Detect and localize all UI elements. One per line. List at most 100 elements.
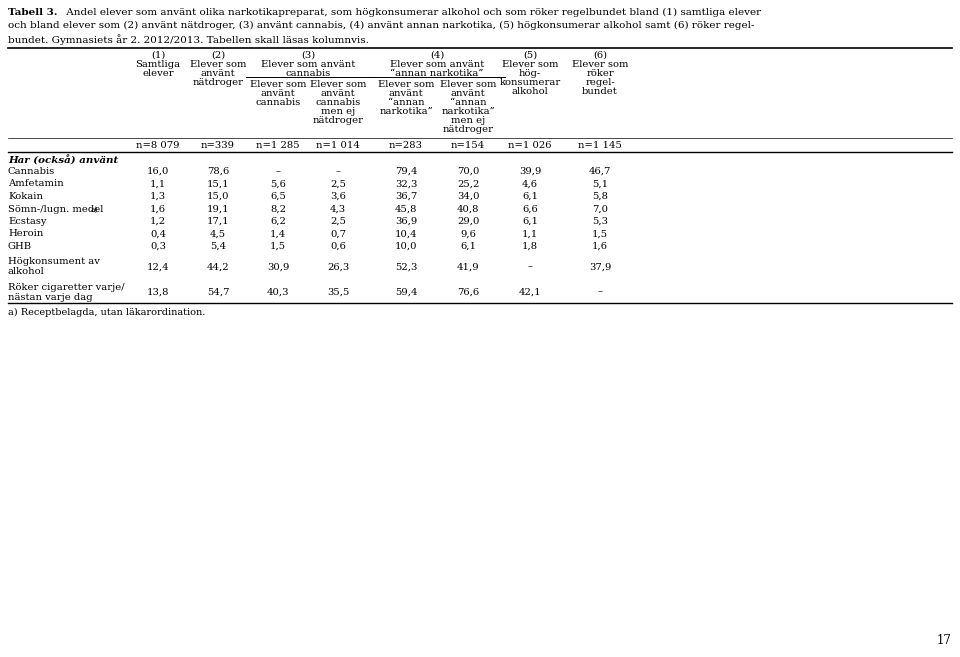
Text: 5,1: 5,1 [592, 179, 608, 189]
Text: Elever som: Elever som [440, 80, 496, 89]
Text: narkotika”: narkotika” [379, 107, 433, 116]
Text: n=1 145: n=1 145 [578, 141, 622, 150]
Text: 59,4: 59,4 [395, 288, 418, 296]
Text: 78,6: 78,6 [206, 167, 229, 176]
Text: Ecstasy: Ecstasy [8, 217, 46, 226]
Text: Elever som använt: Elever som använt [261, 60, 355, 69]
Text: elever: elever [142, 69, 174, 78]
Text: “annan: “annan [449, 98, 487, 107]
Text: 0,4: 0,4 [150, 229, 166, 238]
Text: Elever som: Elever som [310, 80, 367, 89]
Text: 29,0: 29,0 [457, 217, 479, 226]
Text: 34,0: 34,0 [457, 192, 479, 201]
Text: 1,6: 1,6 [592, 242, 608, 251]
Text: cannabis: cannabis [285, 69, 330, 78]
Text: 17: 17 [937, 634, 952, 647]
Text: nätdroger: nätdroger [193, 78, 244, 87]
Text: 39,9: 39,9 [518, 167, 541, 176]
Text: 52,3: 52,3 [395, 263, 418, 271]
Text: 5,3: 5,3 [592, 217, 608, 226]
Text: 10,4: 10,4 [395, 229, 418, 238]
Text: Cannabis: Cannabis [8, 167, 56, 176]
Text: Röker cigaretter varje/: Röker cigaretter varje/ [8, 283, 125, 292]
Text: använt: använt [389, 89, 423, 98]
Text: 5,6: 5,6 [270, 179, 286, 189]
Text: 6,1: 6,1 [460, 242, 476, 251]
Text: 12,4: 12,4 [147, 263, 169, 271]
Text: 9,6: 9,6 [460, 229, 476, 238]
Text: GHB: GHB [8, 242, 32, 251]
Text: 1,5: 1,5 [592, 229, 608, 238]
Text: bundet: bundet [582, 87, 618, 96]
Text: men ej: men ej [321, 107, 355, 116]
Text: 45,8: 45,8 [395, 204, 418, 214]
Text: 6,1: 6,1 [522, 217, 538, 226]
Text: 4,5: 4,5 [210, 229, 226, 238]
Text: 6,1: 6,1 [522, 192, 538, 201]
Text: 6,5: 6,5 [270, 192, 286, 201]
Text: Elever som: Elever som [502, 60, 559, 69]
Text: Andel elever som använt olika narkotikapreparat, som högkonsumerar alkohol och s: Andel elever som använt olika narkotikap… [63, 8, 761, 17]
Text: 5,4: 5,4 [210, 242, 226, 251]
Text: 1,4: 1,4 [270, 229, 286, 238]
Text: 8,2: 8,2 [270, 204, 286, 214]
Text: 54,7: 54,7 [206, 288, 229, 296]
Text: (2): (2) [211, 51, 226, 60]
Text: 6,2: 6,2 [270, 217, 286, 226]
Text: hög-: hög- [518, 69, 541, 78]
Text: röker: röker [587, 69, 613, 78]
Text: Tabell 3.: Tabell 3. [8, 8, 58, 17]
Text: nätdroger: nätdroger [313, 116, 364, 125]
Text: 40,8: 40,8 [457, 204, 479, 214]
Text: använt: använt [201, 69, 235, 78]
Text: Högkonsument av: Högkonsument av [8, 258, 100, 267]
Text: 15,0: 15,0 [206, 192, 229, 201]
Text: 79,4: 79,4 [395, 167, 418, 176]
Text: 40,3: 40,3 [267, 288, 289, 296]
Text: Elever som: Elever som [572, 60, 628, 69]
Text: 13,8: 13,8 [147, 288, 169, 296]
Text: men ej: men ej [451, 116, 485, 125]
Text: cannabis: cannabis [316, 98, 361, 107]
Text: cannabis: cannabis [255, 98, 300, 107]
Text: Elever som: Elever som [250, 80, 306, 89]
Text: (4): (4) [430, 51, 444, 60]
Text: 46,7: 46,7 [588, 167, 612, 176]
Text: 19,1: 19,1 [206, 204, 229, 214]
Text: använt: använt [261, 89, 296, 98]
Text: a) Receptbelagda, utan läkarordination.: a) Receptbelagda, utan läkarordination. [8, 307, 205, 317]
Text: n=339: n=339 [201, 141, 235, 150]
Text: 1,6: 1,6 [150, 204, 166, 214]
Text: (5): (5) [523, 51, 538, 60]
Text: “annan narkotika”: “annan narkotika” [391, 69, 484, 78]
Text: nästan varje dag: nästan varje dag [8, 292, 92, 302]
Text: bundet. Gymnasiets år 2. 2012/2013. Tabellen skall läsas kolumnvis.: bundet. Gymnasiets år 2. 2012/2013. Tabe… [8, 34, 369, 45]
Text: (6): (6) [593, 51, 607, 60]
Text: 36,7: 36,7 [395, 192, 418, 201]
Text: –: – [335, 167, 341, 176]
Text: 70,0: 70,0 [457, 167, 479, 176]
Text: a): a) [91, 206, 99, 214]
Text: 26,3: 26,3 [326, 263, 349, 271]
Text: använt: använt [321, 89, 355, 98]
Text: n=154: n=154 [451, 141, 485, 150]
Text: alkohol: alkohol [512, 87, 548, 96]
Text: narkotika”: narkotika” [442, 107, 494, 116]
Text: 1,2: 1,2 [150, 217, 166, 226]
Text: 36,9: 36,9 [395, 217, 418, 226]
Text: 4,6: 4,6 [522, 179, 538, 189]
Text: 6,6: 6,6 [522, 204, 538, 214]
Text: 0,7: 0,7 [330, 229, 346, 238]
Text: 1,1: 1,1 [150, 179, 166, 189]
Text: 5,8: 5,8 [592, 192, 608, 201]
Text: 25,2: 25,2 [457, 179, 479, 189]
Text: 0,3: 0,3 [150, 242, 166, 251]
Text: Sömn-/lugn. medel: Sömn-/lugn. medel [8, 204, 104, 214]
Text: Har (också) använt: Har (också) använt [8, 155, 118, 166]
Text: 2,5: 2,5 [330, 217, 346, 226]
Text: 7,0: 7,0 [592, 204, 608, 214]
Text: n=283: n=283 [389, 141, 423, 150]
Text: (1): (1) [151, 51, 165, 60]
Text: 16,0: 16,0 [147, 167, 169, 176]
Text: n=1 014: n=1 014 [316, 141, 360, 150]
